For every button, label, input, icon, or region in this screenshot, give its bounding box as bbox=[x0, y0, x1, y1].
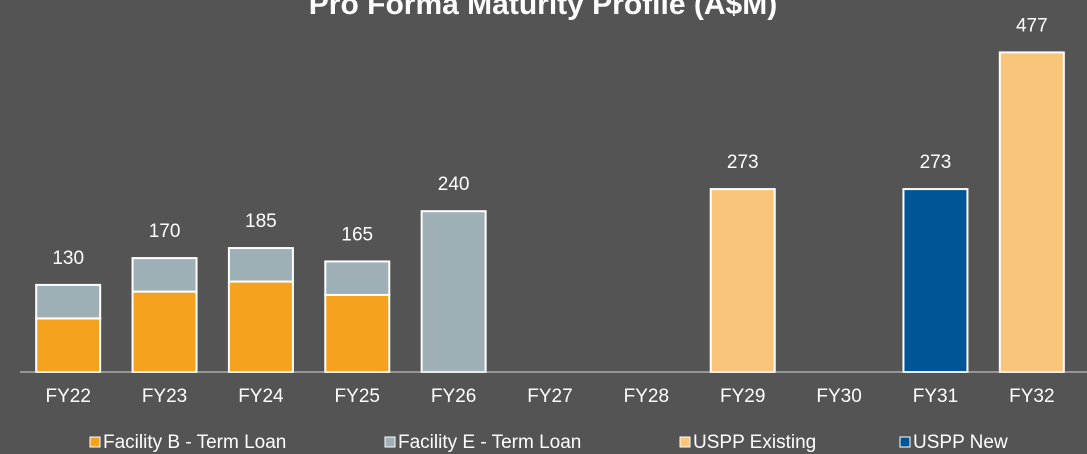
bar-segment bbox=[35, 283, 102, 320]
total-label: 240 bbox=[438, 174, 470, 195]
chart-title: Pro Forma Maturity Profile (A$M) bbox=[309, 0, 777, 21]
legend-swatch bbox=[89, 436, 101, 448]
bar-segment bbox=[131, 257, 198, 293]
legend-label: Facility B - Term Loan bbox=[103, 432, 286, 453]
legend-swatch bbox=[384, 436, 396, 448]
bar-segment bbox=[227, 280, 294, 373]
legend-swatch bbox=[899, 436, 911, 448]
bar-segment bbox=[709, 188, 776, 373]
bar-segment bbox=[420, 210, 487, 373]
x-tick-label: FY24 bbox=[238, 386, 284, 407]
bar-segment bbox=[131, 290, 198, 374]
total-label: 130 bbox=[52, 248, 84, 269]
legend-label: USPP Existing bbox=[693, 432, 816, 453]
x-tick-label: FY28 bbox=[624, 386, 669, 407]
total-label: 170 bbox=[149, 221, 181, 242]
legend-label: Facility E - Term Loan bbox=[398, 432, 581, 453]
bar-segment bbox=[998, 51, 1065, 373]
x-tick-label: FY27 bbox=[527, 386, 572, 407]
legend-swatch bbox=[679, 436, 691, 448]
x-tick-label: FY26 bbox=[431, 386, 476, 407]
legend-label: USPP New bbox=[913, 432, 1008, 453]
total-label: 165 bbox=[341, 224, 373, 245]
x-tick-label: FY25 bbox=[335, 386, 380, 407]
bar-segment bbox=[227, 247, 294, 283]
total-label: 273 bbox=[727, 152, 759, 173]
bar-segment bbox=[324, 260, 391, 296]
bar-segment bbox=[902, 188, 969, 373]
bar-segment bbox=[324, 293, 391, 374]
x-tick-label: FY32 bbox=[1009, 386, 1054, 407]
total-label: 185 bbox=[245, 211, 277, 232]
x-tick-label: FY23 bbox=[142, 386, 187, 407]
total-label: 477 bbox=[1016, 15, 1048, 36]
x-tick-label: FY22 bbox=[45, 386, 90, 407]
x-tick-label: FY31 bbox=[913, 386, 958, 407]
bar-segment bbox=[35, 317, 102, 373]
x-tick-label: FY30 bbox=[816, 386, 861, 407]
total-label: 273 bbox=[920, 152, 952, 173]
x-tick-label: FY29 bbox=[720, 386, 765, 407]
